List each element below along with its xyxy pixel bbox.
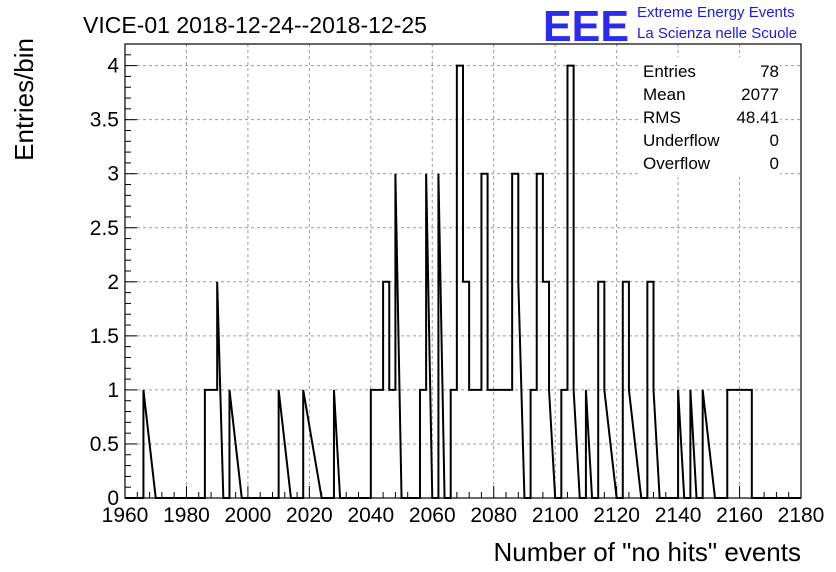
eee-logo: EEE Extreme Energy Events La Scienza nel… — [543, 2, 797, 51]
stats-label: Underflow — [643, 131, 720, 150]
y-tick-label: 3 — [107, 163, 119, 186]
x-tick-label: 2140 — [655, 504, 702, 527]
stats-label: Overflow — [643, 154, 711, 173]
eee-logo-letters: EEE — [543, 2, 629, 51]
stats-box: Entries 78 Mean 2077 RMS 48.41 Underflow 0 Overf… — [638, 57, 780, 177]
x-tick-label: 1960 — [102, 504, 149, 527]
y-tick-label: 4 — [107, 55, 119, 78]
stats-background — [638, 57, 780, 177]
y-tick-label: 0 — [107, 487, 119, 510]
y-tick-label: 2.5 — [90, 217, 119, 240]
x-tick-label: 2160 — [716, 504, 763, 527]
stats-label: Entries — [643, 62, 696, 81]
x-tick-label: 2020 — [286, 504, 333, 527]
stats-value: 78 — [760, 62, 779, 81]
y-tick-label: 3.5 — [90, 109, 119, 132]
x-tick-label: 2080 — [470, 504, 517, 527]
y-tick-label: 1.5 — [90, 325, 119, 348]
y-tick-label: 2 — [107, 271, 119, 294]
stats-value: 2077 — [741, 85, 779, 104]
x-tick-label: 2100 — [532, 504, 579, 527]
stats-label: Mean — [643, 85, 686, 104]
x-tick-label: 2000 — [225, 504, 272, 527]
x-tick-label: 1980 — [163, 504, 210, 527]
x-axis-ticks: 1960 1980 2000 2020 2040 2060 2080 2100 2120 2140… — [102, 486, 825, 527]
x-tick-label: 2060 — [409, 504, 456, 527]
stats-label: RMS — [643, 108, 681, 127]
logo-line-2: La Scienza nelle Scuole — [637, 25, 797, 42]
y-tick-label: 1 — [107, 379, 119, 402]
stats-value: 48.41 — [736, 108, 779, 127]
stats-value: 0 — [770, 131, 779, 150]
x-tick-label: 2040 — [347, 504, 394, 527]
chart-title: VICE-01 2018-12-24--2018-12-25 — [83, 12, 427, 38]
logo-line-1: Extreme Energy Events — [637, 4, 795, 21]
y-axis-ticks: 0 0.5 1 1.5 2 2.5 3 3.5 4 — [90, 43, 137, 510]
stats-value: 0 — [770, 154, 779, 173]
x-axis-title: Number of "no hits" events — [494, 537, 802, 567]
y-tick-label: 0.5 — [90, 433, 119, 456]
x-tick-label: 2180 — [778, 504, 825, 527]
x-tick-label: 2120 — [593, 504, 640, 527]
y-axis-title: Entries/bin — [9, 38, 39, 161]
